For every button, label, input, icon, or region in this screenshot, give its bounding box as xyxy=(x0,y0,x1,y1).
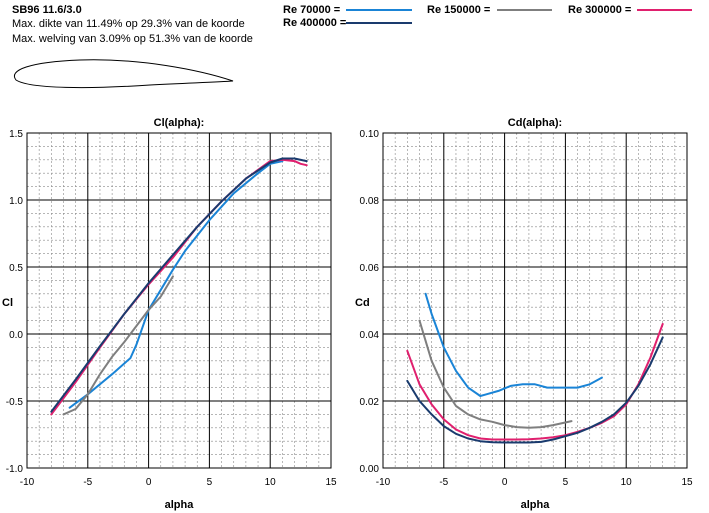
cd-y-tick-label: 0.10 xyxy=(360,129,380,140)
legend-label-re-300000: Re 300000 = xyxy=(568,4,631,16)
cl-y-axis-label: Cl xyxy=(2,297,13,309)
cd-y-tick-label: 0.08 xyxy=(360,196,380,207)
cd-y-tick-label: 0.00 xyxy=(360,464,380,475)
cl-series-re-70000 xyxy=(68,160,284,409)
cd-x-tick-label: -5 xyxy=(439,477,448,488)
info-line-thickness: Max. dikte van 11.49% op 29.3% van de ko… xyxy=(12,18,245,30)
cl-alpha-chart: -10 -5 0 5 10 15 -1.0 -0.5 0.0 0.5 1.0 1.5 Cl(alpha)… xyxy=(2,117,337,511)
cd-y-tick-label: 0.02 xyxy=(360,397,380,408)
cl-x-axis-label: alpha xyxy=(165,499,195,511)
cd-alpha-chart: -10 -5 0 5 10 15 0.00 0.02 0.04 0.06 0.08 0.10 Cd(al… xyxy=(355,117,693,511)
cd-x-tick-label: 5 xyxy=(563,477,569,488)
legend-item-re-400000: Re 400000 = xyxy=(283,17,412,29)
cl-y-tick-label: -0.5 xyxy=(6,397,24,408)
cd-x-tick-label: 15 xyxy=(681,477,693,488)
legend-item-re-150000: Re 150000 = xyxy=(427,4,552,16)
cl-y-tick-label: 1.5 xyxy=(9,129,23,140)
legend-label-re-150000: Re 150000 = xyxy=(427,4,490,16)
cd-series-re-150000 xyxy=(418,319,573,429)
cd-chart-title: Cd(alpha): xyxy=(508,117,562,129)
cd-y-tick-label: 0.06 xyxy=(360,263,380,274)
cl-series-re-400000 xyxy=(50,157,308,413)
cl-y-tick-label: -1.0 xyxy=(6,464,24,475)
cl-x-tick-label: 0 xyxy=(146,477,152,488)
cd-major-grid xyxy=(383,133,687,468)
legend-item-re-300000: Re 300000 = xyxy=(568,4,692,16)
cd-y-axis-label: Cd xyxy=(355,297,370,309)
airfoil-title: SB96 11.6/3.0 xyxy=(12,4,82,16)
legend-label-re-70000: Re 70000 = xyxy=(283,4,340,16)
cl-y-tick-label: 0.5 xyxy=(9,263,23,274)
cd-x-axis-label: alpha xyxy=(521,499,551,511)
legend: Re 70000 = Re 150000 = Re 300000 = Re 40… xyxy=(283,4,692,29)
cd-y-tick-label: 0.04 xyxy=(360,330,380,341)
cd-x-tick-label: 10 xyxy=(621,477,633,488)
cl-x-tick-label: -10 xyxy=(20,477,35,488)
cl-series-group xyxy=(50,157,308,416)
cl-x-tick-label: 15 xyxy=(325,477,337,488)
airfoil-outline xyxy=(14,59,234,89)
cd-plot-frame xyxy=(382,132,688,469)
cd-series-re-300000 xyxy=(406,323,664,441)
cl-series-re-150000 xyxy=(62,275,174,416)
legend-label-re-400000: Re 400000 = xyxy=(283,17,346,29)
cl-series-re-300000 xyxy=(50,158,308,416)
info-line-camber: Max. welving van 3.09% op 51.3% van de k… xyxy=(12,33,253,45)
cl-x-tick-label: -5 xyxy=(83,477,92,488)
legend-item-re-70000: Re 70000 = xyxy=(283,4,412,16)
cl-plot-frame xyxy=(26,132,332,469)
cl-x-tick-label: 10 xyxy=(265,477,277,488)
cl-y-tick-label: 0.0 xyxy=(9,330,23,341)
cl-chart-title: Cl(alpha): xyxy=(154,117,205,129)
cd-series-re-70000 xyxy=(424,292,603,397)
cl-major-grid xyxy=(27,133,331,468)
cl-x-tick-label: 5 xyxy=(207,477,213,488)
cd-series-group xyxy=(406,292,664,444)
cd-x-tick-label: 0 xyxy=(502,477,508,488)
cd-x-tick-label: -10 xyxy=(376,477,391,488)
cd-series-re-400000 xyxy=(406,336,664,444)
cl-minor-grid xyxy=(27,133,331,468)
cl-y-tick-label: 1.0 xyxy=(9,196,23,207)
